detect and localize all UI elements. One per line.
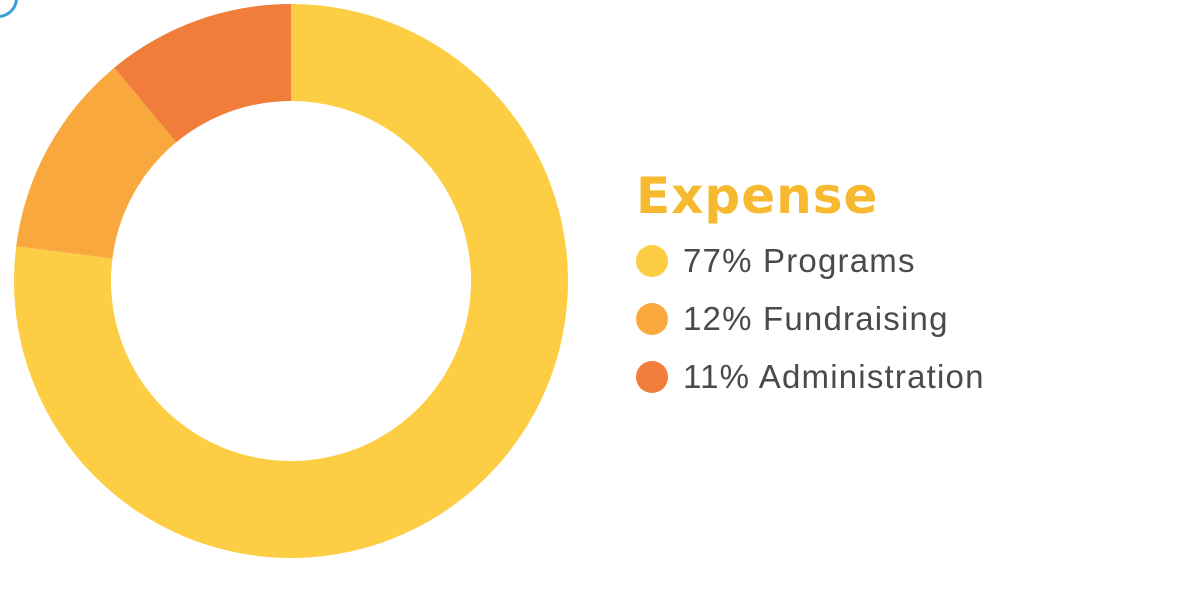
legend-list: 77% Programs 12% Fundraising 11% Adminis… bbox=[636, 232, 1176, 406]
legend-label-programs: 77% Programs bbox=[683, 242, 916, 279]
legend-label-administration: 11% Administration bbox=[683, 358, 985, 395]
legend-swatch-programs bbox=[636, 245, 668, 277]
donut-chart bbox=[14, 3, 569, 558]
donut-slice-fundraising bbox=[16, 67, 177, 259]
chart-title: Expense bbox=[636, 167, 879, 225]
chart-legend: Expense 77% Programs 12% Fundraising 11%… bbox=[636, 164, 1176, 406]
donut-slice-programs bbox=[14, 4, 569, 558]
legend-item-fundraising: 12% Fundraising bbox=[636, 290, 1176, 348]
donut-slice-administration bbox=[114, 3, 291, 143]
legend-item-administration: 11% Administration bbox=[636, 348, 1176, 406]
legend-swatch-administration bbox=[636, 361, 668, 393]
legend-label-fundraising: 12% Fundraising bbox=[683, 300, 949, 337]
legend-item-programs: 77% Programs bbox=[636, 232, 1176, 290]
legend-swatch-fundraising bbox=[636, 303, 668, 335]
